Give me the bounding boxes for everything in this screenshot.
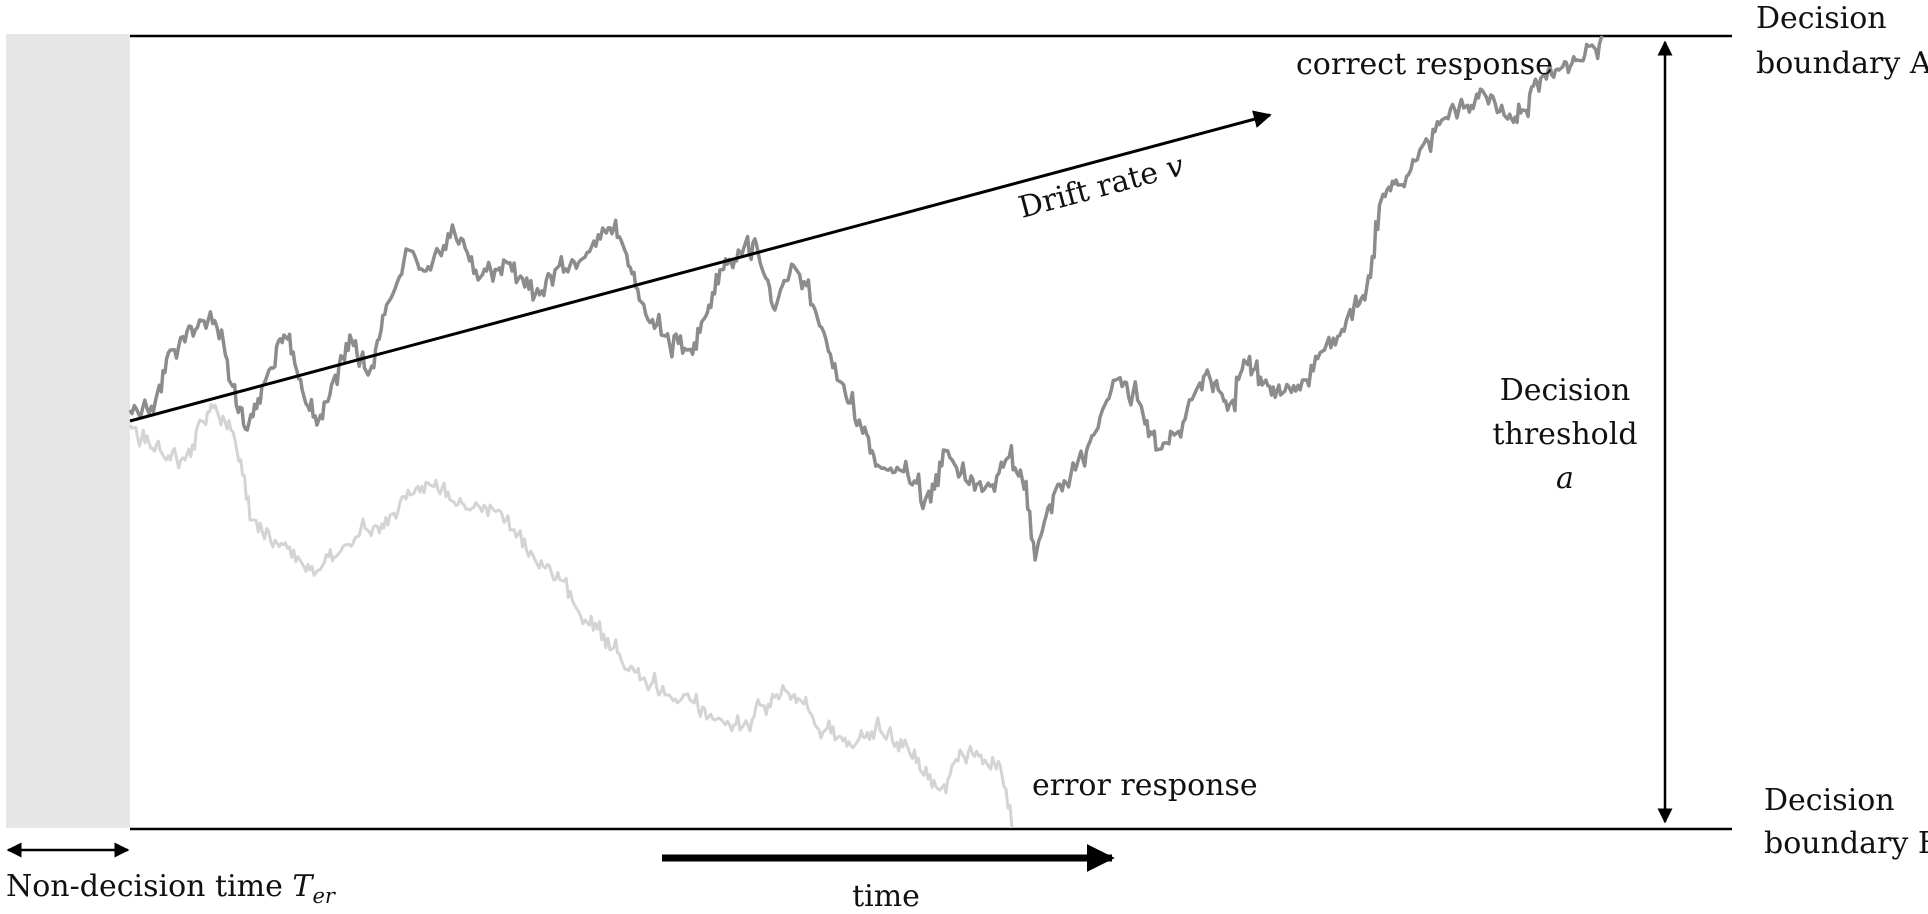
time-label: time (852, 879, 920, 914)
non-decision-time-label: Non-decision time Ter (6, 869, 337, 908)
error-response-path (128, 402, 1014, 829)
non-decision-region (6, 34, 130, 828)
non-decision-symbol: T (292, 869, 314, 904)
boundary-b-label-line1: Decision (1764, 783, 1895, 818)
boundary-a-label-line2: boundary A (1756, 46, 1928, 81)
non-decision-subscript: er (312, 884, 336, 908)
threshold-label-line2: threshold (1492, 417, 1637, 452)
correct-response-label: correct response (1296, 47, 1553, 82)
threshold-label-line1: Decision (1500, 373, 1631, 408)
error-response-label: error response (1032, 768, 1258, 803)
correct-response-path (128, 35, 1604, 562)
drift-rate-arrow (129, 110, 1272, 423)
boundary-a-label-line1: Decision (1756, 1, 1887, 36)
non-decision-text: Non-decision time (6, 869, 292, 904)
boundary-b-label-line2: boundary B (1764, 826, 1928, 861)
threshold-symbol: a (1556, 461, 1574, 496)
